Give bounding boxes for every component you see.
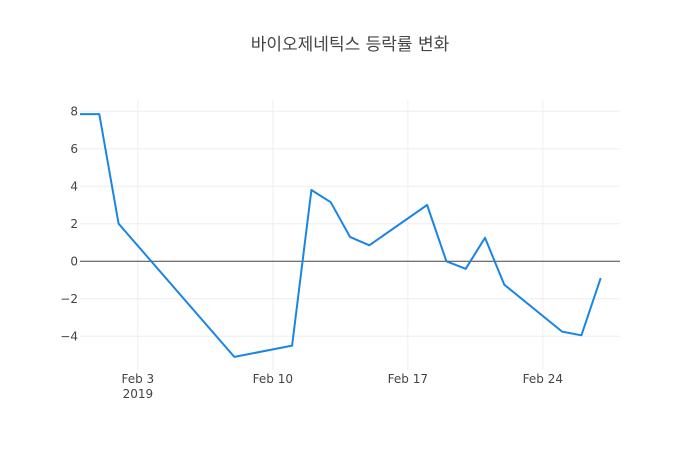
x-tick-sublabel: 2019 <box>123 387 154 401</box>
y-tick-label: −2 <box>60 292 78 306</box>
chart-title: 바이오제네틱스 등락률 변화 <box>251 35 450 55</box>
y-tick-label: 2 <box>70 217 78 231</box>
y-tick-label: 6 <box>70 142 78 156</box>
y-tick-label: 0 <box>70 254 78 268</box>
x-tick-label: Feb 3 <box>122 372 155 386</box>
y-tick-label: 8 <box>70 104 78 118</box>
y-tick-label: 4 <box>70 179 78 193</box>
x-tick-label: Feb 17 <box>388 372 428 386</box>
x-tick-label: Feb 24 <box>523 372 563 386</box>
y-tick-label: −4 <box>60 329 78 343</box>
series <box>80 114 601 357</box>
x-tick-label: Feb 10 <box>253 372 293 386</box>
series-line <box>80 114 601 357</box>
